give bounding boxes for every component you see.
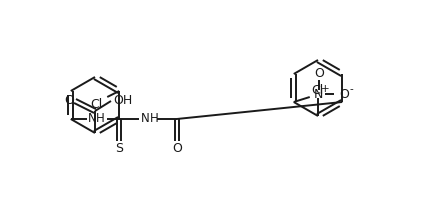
Text: +: + (321, 84, 330, 94)
Text: -: - (350, 84, 354, 94)
Text: O: O (314, 67, 324, 80)
Text: Cl: Cl (311, 84, 323, 96)
Text: N: N (141, 111, 149, 125)
Text: H: H (95, 111, 104, 125)
Text: Cl: Cl (90, 97, 103, 110)
Text: N: N (88, 111, 96, 125)
Text: O: O (172, 143, 182, 155)
Text: O: O (64, 93, 74, 107)
Text: S: S (115, 143, 123, 155)
Text: N: N (314, 88, 324, 101)
Text: H: H (149, 111, 158, 125)
Text: O: O (339, 88, 349, 101)
Text: OH: OH (114, 93, 133, 107)
